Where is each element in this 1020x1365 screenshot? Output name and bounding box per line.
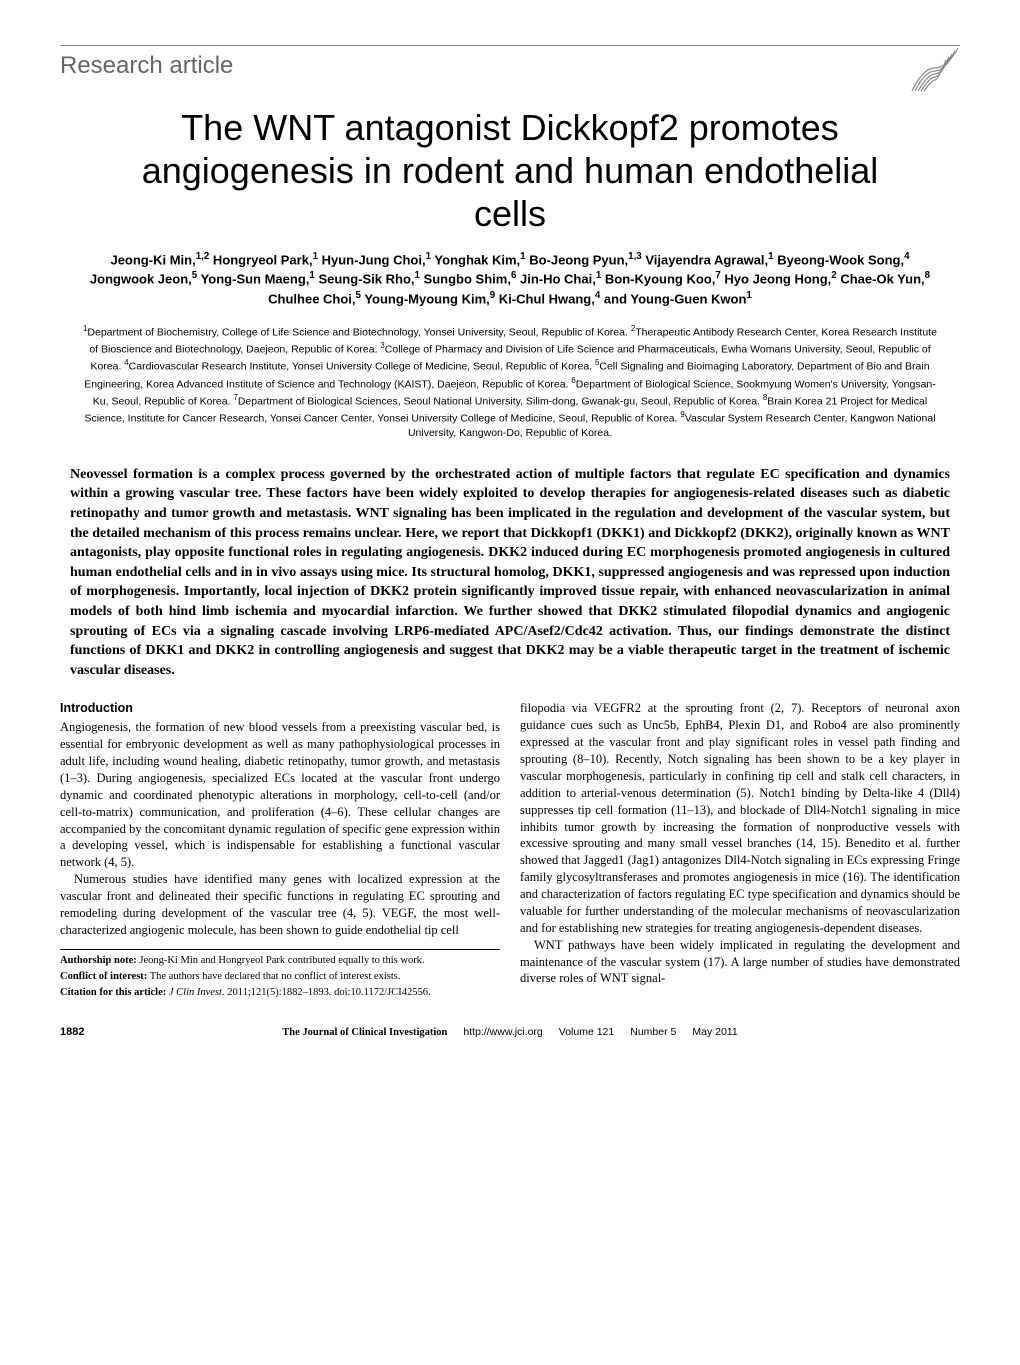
left-column: Introduction Angiogenesis, the formation… (60, 700, 500, 1002)
introduction-heading: Introduction (60, 700, 500, 717)
page-number: 1882 (60, 1026, 84, 1038)
authors-list: Jeong-Ki Min,1,2 Hongryeol Park,1 Hyun-J… (80, 250, 940, 309)
section-label: Research article (60, 52, 233, 80)
footnotes: Authorship note: Jeong-Ki Min and Hongry… (60, 949, 500, 1001)
affiliations-list: 1Department of Biochemistry, College of … (80, 323, 940, 441)
intro-paragraph-2: Numerous studies have identified many ge… (60, 871, 500, 939)
footer-date: May 2011 (692, 1026, 737, 1038)
page-footer: 1882 The Journal of Clinical Investigati… (60, 1026, 960, 1038)
footer-url: http://www.jci.org (463, 1026, 542, 1038)
right-paragraph-2: WNT pathways have been widely implicated… (520, 937, 960, 988)
conflict-note: Conflict of interest: The authors have d… (60, 970, 500, 984)
body-columns: Introduction Angiogenesis, the formation… (60, 700, 960, 1002)
journal-name: The Journal of Clinical Investigation (282, 1027, 447, 1038)
citation-note: Citation for this article: J Clin Invest… (60, 986, 500, 1000)
right-column: filopodia via VEGFR2 at the sprouting fr… (520, 700, 960, 1002)
journal-logo-icon (910, 46, 960, 96)
authorship-note: Authorship note: Jeong-Ki Min and Hongry… (60, 954, 500, 968)
right-paragraph-1: filopodia via VEGFR2 at the sprouting fr… (520, 700, 960, 936)
intro-paragraph-1: Angiogenesis, the formation of new blood… (60, 719, 500, 871)
footer-number: Number 5 (630, 1026, 676, 1038)
article-title: The WNT antagonist Dickkopf2 promotes an… (120, 106, 900, 236)
footer-volume: Volume 121 (559, 1026, 614, 1038)
abstract-text: Neovessel formation is a complex process… (70, 465, 950, 681)
header-row: Research article (60, 45, 960, 96)
